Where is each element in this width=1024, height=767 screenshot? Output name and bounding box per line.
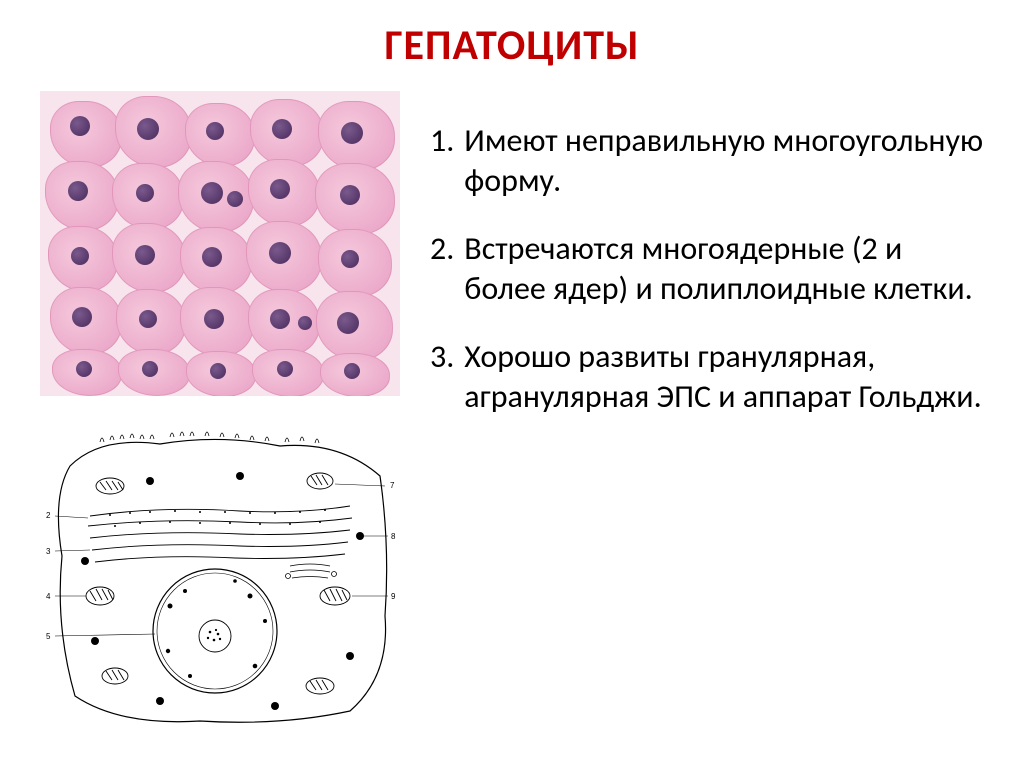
svg-text:3: 3 xyxy=(46,547,51,556)
bullet-2-num: 2. xyxy=(430,229,454,309)
slide-title: ГЕПАТОЦИТЫ xyxy=(40,20,984,71)
bullet-1: 1. Имеют неправильную многоугольную форм… xyxy=(430,121,984,201)
svg-text:5: 5 xyxy=(46,632,51,641)
svg-text:7: 7 xyxy=(390,481,395,490)
bullet-2: 2. Встречаются многоядерные (2 и более я… xyxy=(430,229,984,309)
content-row: 2 3 4 5 7 8 9 1. Имеют неправильную многоугол… xyxy=(40,91,984,741)
slide-container: ГЕПАТОЦИТЫ xyxy=(0,0,1024,767)
histology-micrograph xyxy=(40,91,400,396)
images-column: 2 3 4 5 7 8 9 xyxy=(40,91,400,731)
em-svg: 2 3 4 5 7 8 9 xyxy=(40,426,400,731)
svg-text:8: 8 xyxy=(391,532,396,541)
bullet-3: 3. Хорошо развиты гранулярная, агрануляр… xyxy=(430,337,984,417)
svg-text:4: 4 xyxy=(46,592,51,601)
svg-text:9: 9 xyxy=(391,592,396,601)
text-column: 1. Имеют неправильную многоугольную форм… xyxy=(430,91,984,445)
bullet-3-text: Хорошо развиты гранулярная, агранулярная… xyxy=(464,337,984,417)
bullet-1-num: 1. xyxy=(430,121,454,201)
electron-micrograph-diagram: 2 3 4 5 7 8 9 xyxy=(40,426,400,731)
bullet-3-num: 3. xyxy=(430,337,454,417)
svg-text:2: 2 xyxy=(46,511,51,520)
bullet-2-text: Встречаются многоядерные (2 и более ядер… xyxy=(464,229,984,309)
bullet-1-text: Имеют неправильную многоугольную форму. xyxy=(464,121,984,201)
